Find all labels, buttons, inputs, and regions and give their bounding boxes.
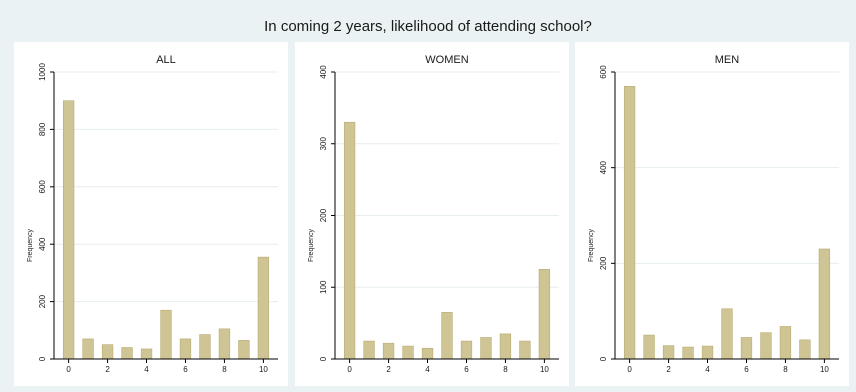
bar (62, 100, 75, 360)
x-tick-label: 6 (464, 365, 469, 374)
bar (218, 328, 231, 360)
y-tick-label: 1000 (38, 63, 47, 81)
bar (343, 121, 356, 360)
panel-title: MEN (715, 54, 740, 66)
bar (460, 340, 473, 360)
y-tick-label: 100 (319, 280, 328, 294)
y-tick-label: 400 (38, 237, 47, 251)
x-tick-label: 4 (425, 365, 430, 374)
bar (140, 348, 153, 360)
bar (121, 347, 133, 360)
panel-women: WOMEN 0 100 200 300 400 0 2 4 6 8 10 Frequency (295, 42, 569, 386)
panel-title: WOMEN (425, 54, 468, 66)
x-tick-label: 6 (183, 365, 188, 374)
x-tick-label: 8 (222, 365, 227, 374)
bar (257, 256, 270, 360)
bar (480, 337, 492, 360)
y-tick-label: 0 (319, 356, 328, 361)
y-tick-label: 800 (38, 122, 47, 136)
x-tick-label: 0 (66, 365, 71, 374)
bar (799, 339, 811, 360)
chart-title: In coming 2 years, likelihood of attendi… (264, 18, 592, 35)
bar (818, 248, 831, 360)
x-tick-label: 4 (705, 365, 710, 374)
y-axis-label: Frequency (308, 228, 315, 262)
panel-title: ALL (156, 54, 176, 66)
x-tick-label: 0 (627, 365, 632, 374)
y-tick-label: 200 (38, 294, 47, 308)
bar (402, 345, 414, 360)
bar (101, 344, 114, 360)
bar (499, 333, 512, 360)
x-tick-label: 2 (386, 365, 391, 374)
x-tick-label: 8 (783, 365, 788, 374)
bar (238, 340, 250, 360)
bar (623, 86, 636, 360)
x-tick-label: 10 (820, 365, 829, 374)
bar (421, 347, 434, 360)
y-tick-label: 200 (599, 256, 608, 270)
bar (662, 345, 675, 360)
y-tick-label: 400 (599, 160, 608, 174)
bar (519, 340, 531, 360)
bar (160, 309, 172, 360)
panel-all: ALL 0 200 400 600 800 1000 0 2 4 6 8 10 Frequency (14, 42, 288, 386)
bar (740, 337, 753, 360)
y-tick-label: 600 (599, 65, 608, 79)
bar (382, 342, 395, 360)
y-axis-label: Frequency (27, 228, 34, 262)
y-tick-label: 0 (38, 356, 47, 361)
y-tick-label: 200 (319, 208, 328, 222)
x-tick-label: 10 (259, 365, 268, 374)
y-tick-label: 600 (38, 180, 47, 194)
x-tick-label: 10 (540, 365, 549, 374)
bar (779, 326, 792, 360)
x-tick-label: 2 (105, 365, 110, 374)
x-tick-label: 0 (347, 365, 352, 374)
bar (760, 332, 772, 360)
bar (701, 345, 714, 360)
bar (199, 334, 211, 360)
bar (682, 346, 694, 360)
bar (82, 338, 94, 360)
bar (441, 312, 453, 360)
x-tick-label: 2 (666, 365, 671, 374)
y-tick-label: 0 (599, 356, 608, 361)
bar (538, 269, 551, 360)
bar (721, 308, 733, 360)
panel-men: MEN 0 200 400 600 0 2 4 6 8 10 Frequency (575, 42, 849, 386)
y-axis-label: Frequency (588, 228, 595, 262)
bar (643, 334, 655, 360)
x-tick-label: 4 (144, 365, 149, 374)
x-tick-label: 8 (503, 365, 508, 374)
y-tick-label: 400 (319, 65, 328, 79)
bar (363, 340, 375, 360)
x-tick-label: 6 (744, 365, 749, 374)
bar (179, 338, 192, 360)
y-tick-label: 300 (319, 137, 328, 151)
